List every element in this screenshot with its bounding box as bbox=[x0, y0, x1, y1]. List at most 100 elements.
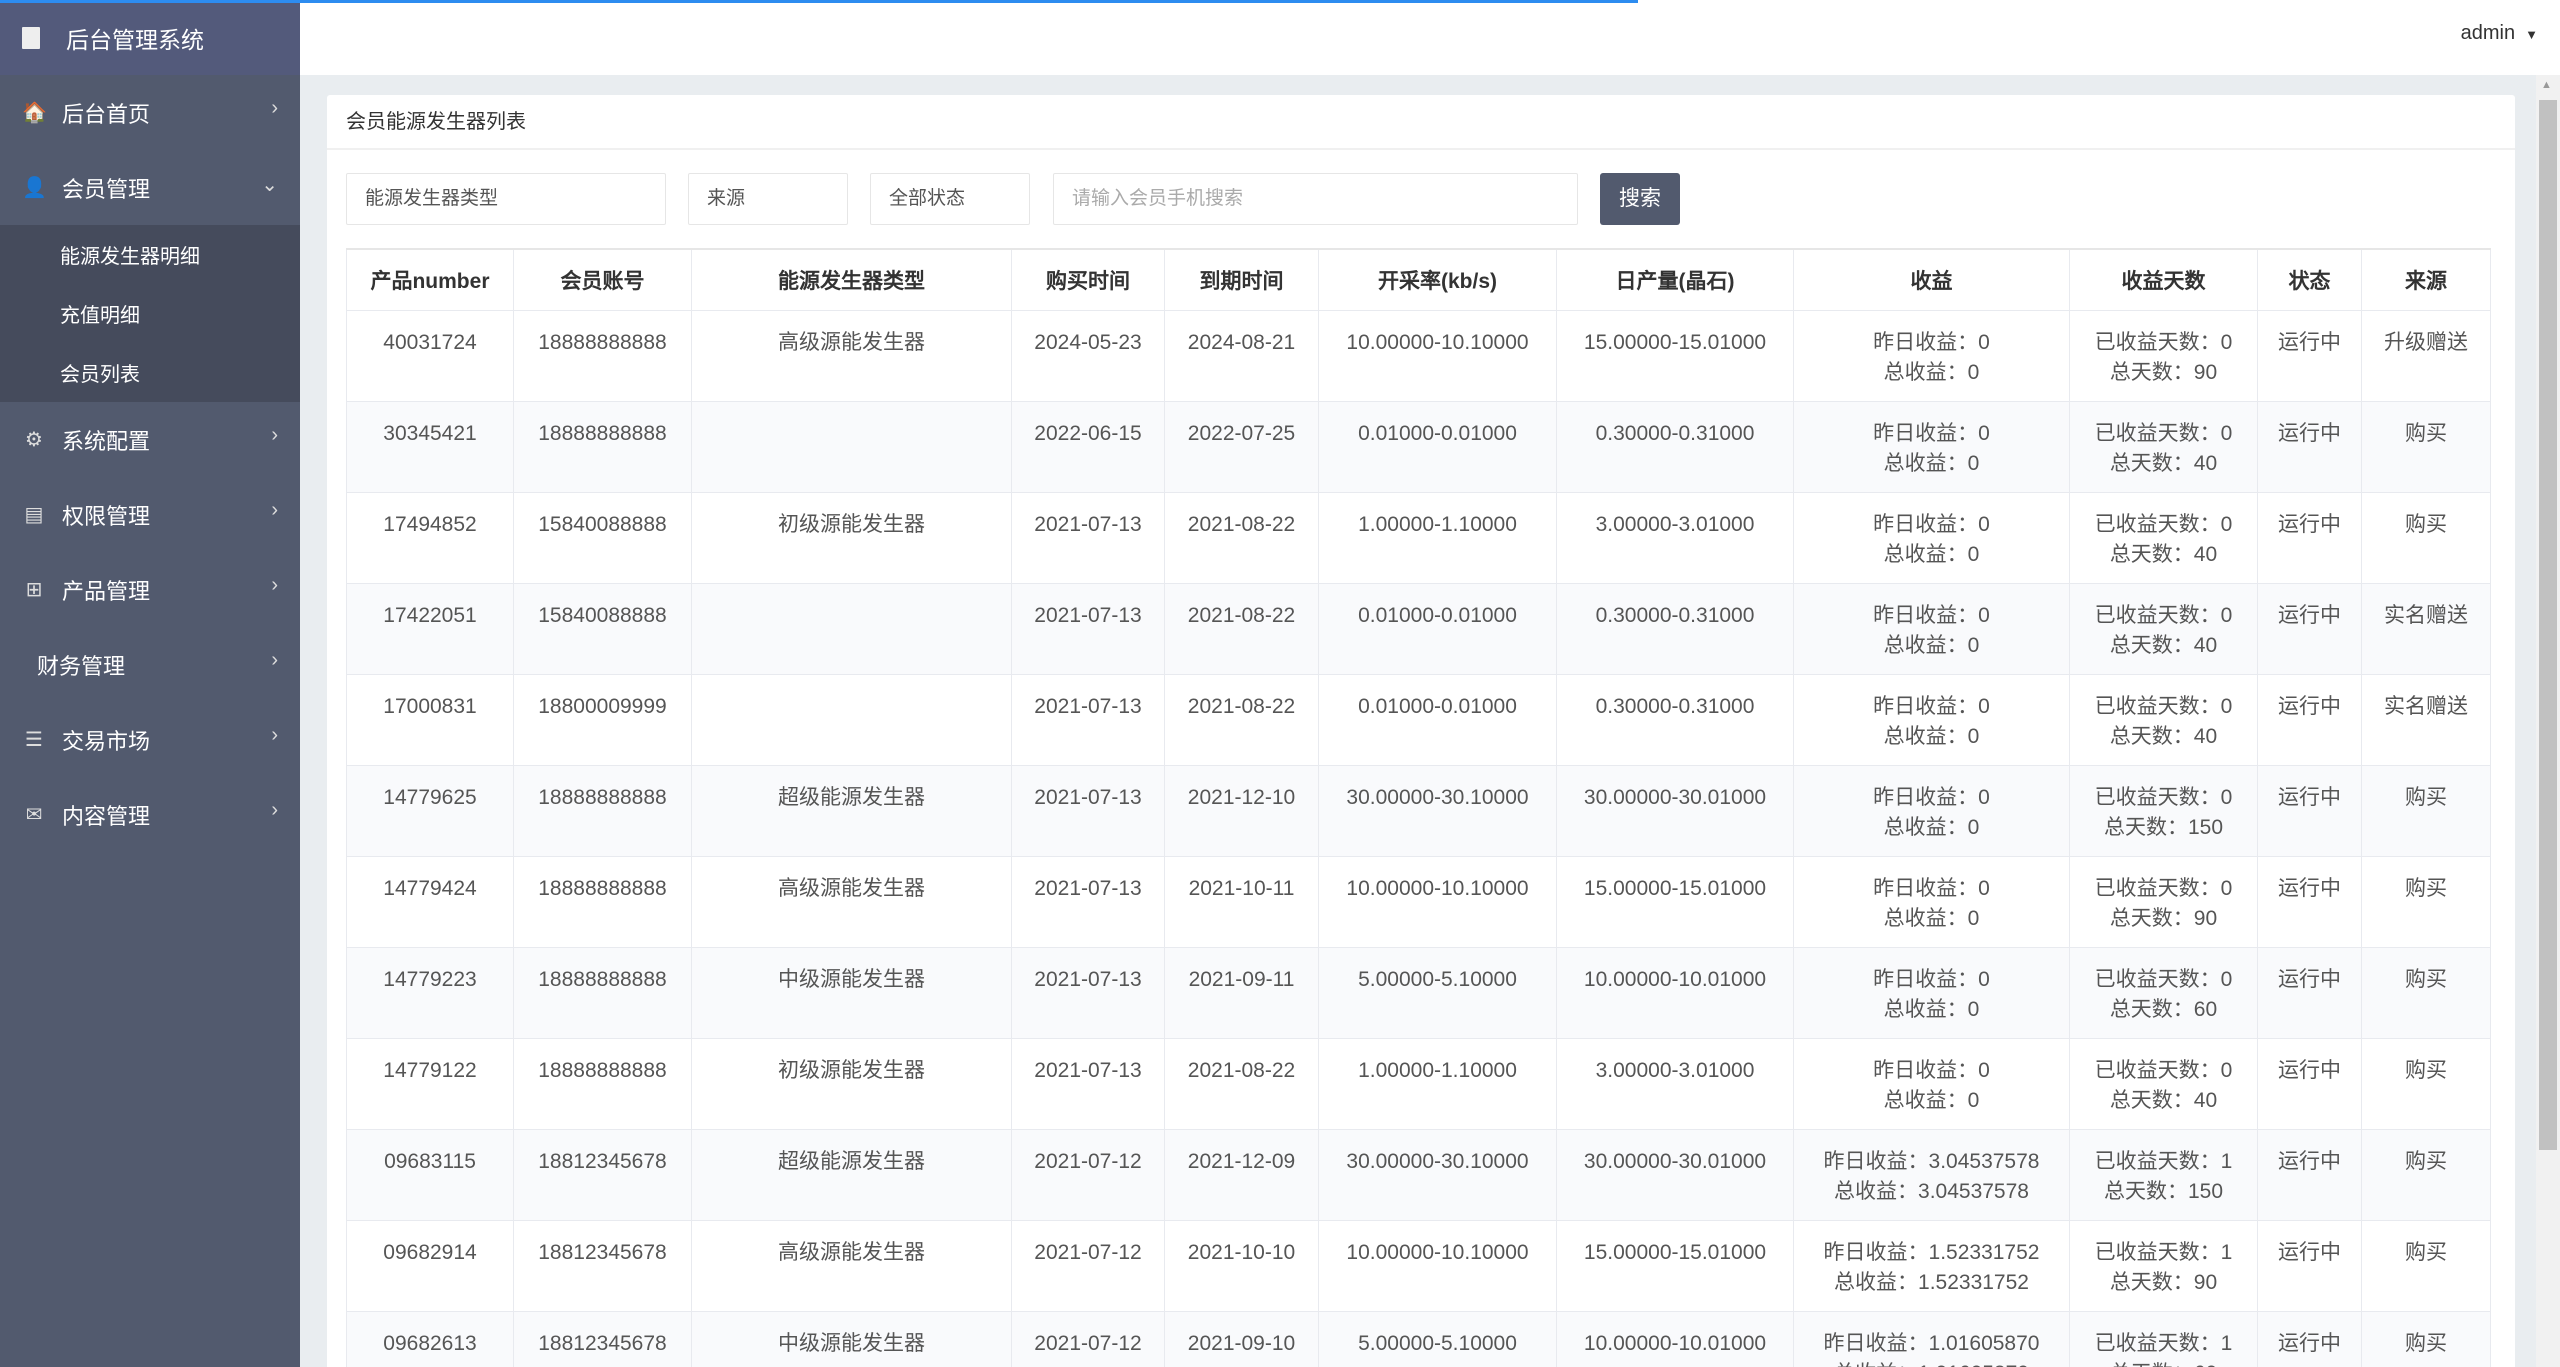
table-row: 14779122 18888888888 初级源能发生器 2021-07-13 2021… bbox=[346, 1037, 2491, 1130]
brand[interactable]: 后台管理系统 bbox=[0, 0, 300, 75]
source-select[interactable]: 来源 bbox=[688, 173, 848, 225]
chevron-right-icon: › bbox=[271, 799, 278, 821]
table-cell: 昨日收益：0 总收益：0 bbox=[1793, 491, 2070, 584]
table-cell: 2021-08-22 bbox=[1164, 1037, 1319, 1130]
table-cell: 2022-07-25 bbox=[1164, 400, 1319, 493]
sidebar-item-label: 内容管理 bbox=[62, 803, 151, 829]
generator-type-select[interactable]: 能源发生器类型 bbox=[346, 173, 666, 225]
table-cell: 昨日收益：0 总收益：0 bbox=[1793, 855, 2070, 948]
table-cell: 运行中 bbox=[2257, 491, 2362, 584]
table-cell: 18888888888 bbox=[513, 764, 692, 857]
user-icon: 👤 bbox=[22, 177, 47, 199]
table-cell: 2022-06-15 bbox=[1011, 400, 1165, 493]
table-cell: 10.00000-10.01000 bbox=[1556, 946, 1794, 1039]
table-cell: 运行中 bbox=[2257, 1219, 2362, 1312]
table-row: 17422051 15840088888 2021-07-13 2021-08-22 0… bbox=[346, 582, 2491, 675]
table-cell: 14779223 bbox=[346, 946, 514, 1039]
windows-icon: ⊞ bbox=[25, 579, 43, 601]
sidebar-item-7[interactable]: ✉ 内容管理 › bbox=[0, 777, 300, 852]
table-cell: 昨日收益：0 总收益：0 bbox=[1793, 673, 2070, 766]
user-menu[interactable]: admin ▼ bbox=[2461, 22, 2538, 45]
sidebar-item-6[interactable]: ☰ 交易市场 › bbox=[0, 702, 300, 777]
sidebar-item-3[interactable]: ▤ 权限管理 › bbox=[0, 477, 300, 552]
table-cell: 1.00000-1.10000 bbox=[1318, 491, 1557, 584]
table-cell: 2021-09-11 bbox=[1164, 946, 1319, 1039]
table-cell: 昨日收益：0 总收益：0 bbox=[1793, 946, 2070, 1039]
brand-title: 后台管理系统 bbox=[66, 26, 204, 53]
table-cell: 30.00000-30.01000 bbox=[1556, 764, 1794, 857]
column-header: 购买时间 bbox=[1011, 248, 1165, 311]
table-cell bbox=[691, 400, 1012, 493]
table-row: 40031724 18888888888 高级源能发生器 2024-05-23 2024… bbox=[346, 309, 2491, 402]
table-cell: 0.30000-0.31000 bbox=[1556, 673, 1794, 766]
table-cell: 09682613 bbox=[346, 1310, 514, 1367]
table-cell: 中级源能发生器 bbox=[691, 946, 1012, 1039]
table-cell: 2021-07-12 bbox=[1011, 1310, 1165, 1367]
table-cell: 3.00000-3.01000 bbox=[1556, 491, 1794, 584]
sidebar-item-label: 系统配置 bbox=[62, 428, 151, 454]
phone-search-input[interactable]: 请输入会员手机搜索 bbox=[1053, 173, 1578, 225]
table-cell: 18812345678 bbox=[513, 1219, 692, 1312]
scrollbar-thumb[interactable] bbox=[2539, 100, 2557, 1150]
submenu-item[interactable]: 会员列表 bbox=[60, 364, 140, 386]
table-cell: 09682914 bbox=[346, 1219, 514, 1312]
table-cell: 15.00000-15.01000 bbox=[1556, 855, 1794, 948]
table-cell: 已收益天数：0 总天数：60 bbox=[2069, 946, 2258, 1039]
table-cell: 运行中 bbox=[2257, 1128, 2362, 1221]
table-cell: 运行中 bbox=[2257, 946, 2362, 1039]
sidebar-item-1[interactable]: 👤 会员管理 ⌄ bbox=[0, 150, 300, 225]
table-cell: 运行中 bbox=[2257, 1037, 2362, 1130]
table-cell: 已收益天数：0 总天数：40 bbox=[2069, 582, 2258, 675]
table-cell: 14779122 bbox=[346, 1037, 514, 1130]
envelope-icon: ✉ bbox=[25, 804, 43, 826]
sidebar-item-2[interactable]: ⚙ 系统配置 › bbox=[0, 402, 300, 477]
table-cell: 10.00000-10.10000 bbox=[1318, 1219, 1557, 1312]
table-cell: 运行中 bbox=[2257, 309, 2362, 402]
table-cell: 30345421 bbox=[346, 400, 514, 493]
column-header: 能源发生器类型 bbox=[691, 248, 1012, 311]
table-cell: 10.00000-10.01000 bbox=[1556, 1310, 1794, 1367]
table-cell: 18812345678 bbox=[513, 1310, 692, 1367]
table-cell: 15.00000-15.01000 bbox=[1556, 1219, 1794, 1312]
table-cell: 2021-12-10 bbox=[1164, 764, 1319, 857]
table-cell: 17000831 bbox=[346, 673, 514, 766]
status-select[interactable]: 全部状态 bbox=[870, 173, 1030, 225]
table-row: 09682613 18812345678 中级源能发生器 2021-07-12 2021… bbox=[346, 1310, 2491, 1367]
table-cell: 2021-07-13 bbox=[1011, 673, 1165, 766]
sidebar-item-4[interactable]: ⊞ 产品管理 › bbox=[0, 552, 300, 627]
chevron-right-icon: › bbox=[271, 499, 278, 521]
submenu: 能源发生器明细 充值明细会员列表 bbox=[0, 225, 300, 402]
table-cell: 已收益天数：1 总天数：90 bbox=[2069, 1219, 2258, 1312]
scroll-up-icon[interactable]: ▲ bbox=[2541, 79, 2552, 91]
table-cell: 30.00000-30.10000 bbox=[1318, 764, 1557, 857]
sidebar-item-0[interactable]: 🏠 后台首页 › bbox=[0, 75, 300, 150]
table-cell: 2021-07-13 bbox=[1011, 764, 1165, 857]
table-row: 09683115 18812345678 超级能源发生器 2021-07-12 2021… bbox=[346, 1128, 2491, 1221]
loading-progress-bar bbox=[0, 0, 1639, 3]
chevron-right-icon: › bbox=[271, 424, 278, 446]
home-icon: 🏠 bbox=[22, 102, 47, 124]
column-header: 收益天数 bbox=[2069, 248, 2258, 311]
table-cell: 实名赠送 bbox=[2361, 673, 2491, 766]
table-cell: 2021-07-13 bbox=[1011, 491, 1165, 584]
filter-bar: 能源发生器类型 来源 全部状态 请输入会员手机搜索 搜索 bbox=[327, 173, 2515, 225]
table-cell bbox=[691, 582, 1012, 675]
search-button[interactable]: 搜索 bbox=[1600, 173, 1680, 225]
submenu-item[interactable]: 能源发生器明细 bbox=[60, 246, 200, 268]
sidebar-item-5[interactable]: 财务管理 › bbox=[0, 627, 300, 702]
table-cell: 昨日收益：3.04537578 总收益：3.04537578 bbox=[1793, 1128, 2070, 1221]
table-cell: 2021-07-13 bbox=[1011, 855, 1165, 948]
table-cell: 2021-10-11 bbox=[1164, 855, 1319, 948]
sidebar-item-label: 会员管理 bbox=[62, 176, 151, 202]
scrollbar[interactable]: ▲ bbox=[2536, 75, 2560, 1367]
table-cell bbox=[691, 673, 1012, 766]
table-cell: 购买 bbox=[2361, 946, 2491, 1039]
submenu-item[interactable]: 充值明细 bbox=[60, 305, 140, 327]
table-cell: 09683115 bbox=[346, 1128, 514, 1221]
table-cell: 2021-09-10 bbox=[1164, 1310, 1319, 1367]
table-cell: 2021-07-13 bbox=[1011, 946, 1165, 1039]
table-cell: 已收益天数：0 总天数：150 bbox=[2069, 764, 2258, 857]
caret-down-icon: ▼ bbox=[2525, 27, 2538, 42]
table-cell: 2024-05-23 bbox=[1011, 309, 1165, 402]
table-cell: 2021-08-22 bbox=[1164, 673, 1319, 766]
